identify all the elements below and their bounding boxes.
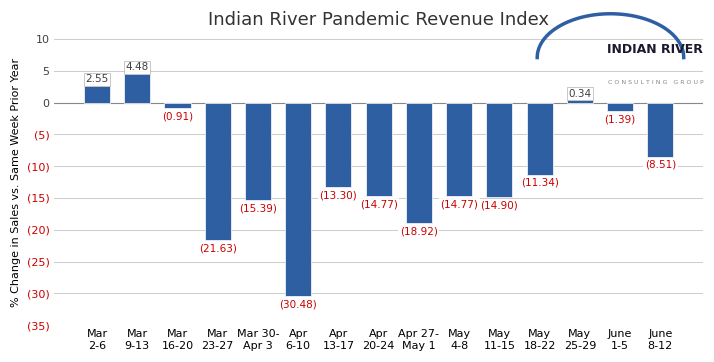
Text: (1.39): (1.39) (605, 115, 635, 125)
Bar (648, 102, 673, 157)
Bar (84, 87, 110, 102)
Text: (8.51): (8.51) (645, 160, 676, 170)
Text: 2.55: 2.55 (86, 75, 109, 84)
Text: (18.92): (18.92) (400, 226, 438, 236)
Bar (366, 102, 392, 197)
Bar (245, 102, 271, 201)
Bar (486, 102, 513, 197)
Text: (0.91): (0.91) (162, 111, 193, 122)
Text: (14.90): (14.90) (481, 201, 518, 210)
Title: Indian River Pandemic Revenue Index: Indian River Pandemic Revenue Index (208, 11, 549, 29)
Text: (21.63): (21.63) (198, 243, 236, 253)
Bar (526, 102, 553, 175)
Bar (205, 102, 231, 240)
Bar (124, 74, 150, 102)
Bar (285, 102, 311, 296)
Text: (14.77): (14.77) (360, 200, 398, 210)
Bar (406, 102, 432, 223)
Bar (446, 102, 472, 197)
Text: (13.30): (13.30) (320, 190, 357, 200)
Text: 0.34: 0.34 (568, 89, 591, 98)
Text: C O N S U L T I N G   G R O U P: C O N S U L T I N G G R O U P (608, 80, 703, 85)
Y-axis label: % Change in Sales vs. Same Week Prior Year: % Change in Sales vs. Same Week Prior Ye… (11, 58, 21, 307)
Text: (15.39): (15.39) (239, 203, 277, 214)
Text: (14.77): (14.77) (441, 200, 478, 210)
Bar (607, 102, 633, 111)
Bar (326, 102, 351, 187)
Bar (164, 102, 191, 108)
Bar (567, 100, 593, 102)
Text: INDIAN RIVER: INDIAN RIVER (608, 43, 703, 56)
Text: 4.48: 4.48 (126, 62, 149, 72)
Text: (30.48): (30.48) (279, 300, 317, 310)
Text: (11.34): (11.34) (521, 178, 558, 188)
